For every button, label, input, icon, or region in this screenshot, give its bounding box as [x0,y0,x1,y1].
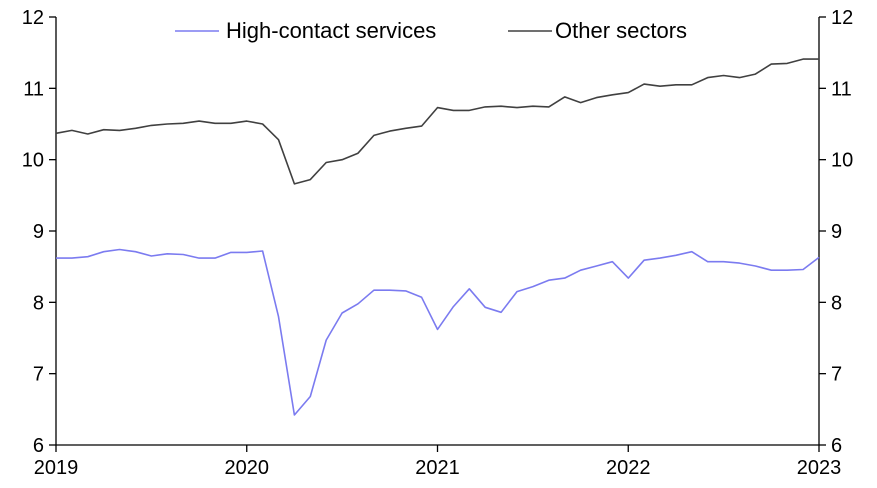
left-y-tick-label: 12 [22,7,44,29]
x-tick-label: 2020 [225,457,270,479]
series-layer [55,58,820,416]
legend-label-high-contact-services: High-contact services [226,18,436,43]
right-y-tick-label: 12 [831,7,853,29]
x-tick-label: 2021 [415,457,460,479]
left-y-tick-label: 7 [33,364,44,386]
left-y-ticks: 6 7 8 9 10 11 12 [22,7,56,457]
left-y-tick-label: 11 [23,78,44,100]
x-tick-label: 2019 [34,457,79,479]
x-tick-label: 2023 [797,457,842,479]
right-y-tick-label: 10 [831,150,853,172]
legend: High-contact services Other sectors [175,18,687,43]
x-ticks: 2019 2020 2021 2022 2023 [34,445,842,479]
axes [55,17,820,446]
left-y-tick-label: 9 [33,221,44,243]
left-y-tick-label: 6 [33,435,44,457]
right-y-tick-label: 8 [831,292,842,314]
right-y-tick-label: 7 [831,364,842,386]
series-line-other-sectors [55,58,819,185]
series-line-high-contact-services [56,248,820,416]
legend-label-other-sectors: Other sectors [555,18,687,43]
right-y-ticks: 6 7 8 9 10 11 12 [819,7,853,457]
right-y-tick-label: 11 [831,78,852,100]
right-y-tick-label: 9 [831,221,842,243]
left-y-tick-label: 10 [22,150,44,172]
right-y-tick-label: 6 [831,435,842,457]
x-tick-label: 2022 [606,457,651,479]
left-y-tick-label: 8 [33,292,44,314]
